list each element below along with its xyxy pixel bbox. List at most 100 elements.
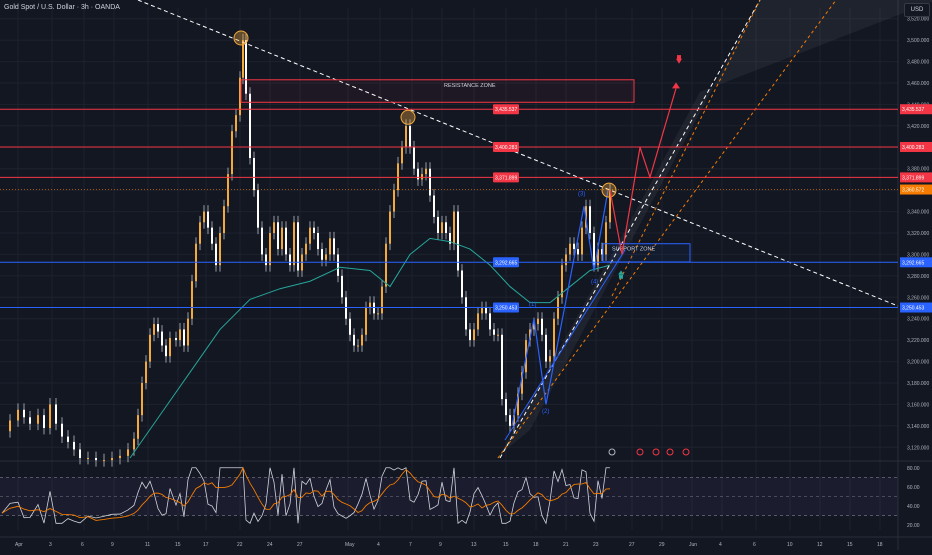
price-tick-label: 3,180.000 — [907, 381, 929, 387]
candle-body — [165, 345, 167, 357]
candle-body — [597, 249, 599, 266]
price-tick-label: 3,220.000 — [907, 338, 929, 344]
candle-body — [405, 125, 407, 148]
candle-body — [95, 458, 97, 461]
event-icon — [666, 448, 674, 456]
candle-body — [401, 147, 403, 164]
candle-body — [321, 249, 323, 260]
candle-body — [389, 211, 391, 244]
candle-body — [87, 458, 89, 459]
peak-marker — [601, 182, 617, 198]
time-tick-label: 17 — [203, 542, 209, 548]
rsi-line — [1, 467, 610, 525]
candle-body — [589, 206, 591, 233]
price-tick-label: 3,340.000 — [907, 210, 929, 216]
candle-body — [509, 415, 511, 426]
moving-average-line — [129, 237, 611, 459]
candle-body — [317, 233, 319, 250]
level-label: 3,371.899 — [495, 175, 517, 181]
wave-label: (4) — [591, 279, 598, 285]
candle-body — [103, 460, 105, 462]
price-tick-label: 3,240.000 — [907, 317, 929, 323]
descending-trendline — [137, 0, 899, 307]
price-tick-label: 3,260.000 — [907, 295, 929, 301]
candle-body — [413, 147, 415, 169]
price-tick-label: 3,200.000 — [907, 360, 929, 366]
candle-body — [529, 329, 531, 341]
candle-body — [293, 222, 295, 266]
candle-body — [517, 393, 519, 416]
price-tick-label: 3,120.000 — [907, 445, 929, 451]
candle-body — [207, 211, 209, 228]
time-tick-label: 12 — [817, 542, 823, 548]
candle-body — [353, 334, 355, 346]
up-arrow-icon — [618, 270, 624, 279]
price-tick-label: 3,500.000 — [907, 38, 929, 44]
time-tick-label: 15 — [847, 542, 853, 548]
symbol-title[interactable]: Gold Spot / U.S. Dollar · 3h · OANDA — [4, 4, 120, 11]
candle-body — [17, 409, 19, 421]
price-tick-label: 3,160.000 — [907, 402, 929, 408]
candle-body — [361, 334, 363, 346]
candle-body — [157, 324, 159, 332]
candle-body — [549, 356, 551, 362]
candle-body — [67, 436, 69, 442]
candle-body — [187, 318, 189, 346]
candle-body — [119, 455, 121, 458]
time-tick-label: 15 — [175, 542, 181, 548]
axis-price-tag-label: 3,371.899 — [902, 175, 924, 181]
price-tick-label: 3,420.000 — [907, 124, 929, 130]
candle-body — [153, 324, 155, 335]
axis-price-tag-label: 3,400.283 — [902, 145, 924, 151]
candle-body — [223, 206, 225, 233]
candle-body — [437, 216, 439, 233]
axis-price-tag-label: 3,435.537 — [902, 107, 924, 113]
candle-body — [433, 195, 435, 217]
candle-body — [191, 281, 193, 319]
time-tick-label: 6 — [753, 542, 756, 548]
currency-badge[interactable]: USD — [904, 3, 930, 17]
axis-price-tag — [900, 257, 932, 268]
candle-body — [537, 318, 539, 325]
axis-price-tag — [900, 104, 932, 115]
candle-body — [441, 222, 443, 233]
candle-body — [453, 211, 455, 244]
time-tick-label: 4 — [377, 542, 380, 548]
candle-body — [357, 345, 359, 347]
candle-body — [553, 318, 555, 357]
time-tick-label: 21 — [563, 542, 569, 548]
candle-body — [297, 222, 299, 271]
axis-price-tag-label: 3,292.665 — [902, 260, 924, 266]
price-tick-label: 3,140.000 — [907, 424, 929, 430]
candle-body — [409, 125, 411, 148]
candle-body — [169, 338, 171, 357]
candle-body — [161, 331, 163, 346]
candle-body — [569, 243, 571, 255]
peak-marker — [233, 30, 249, 46]
candle-body — [561, 265, 563, 298]
time-tick-label: 23 — [593, 542, 599, 548]
event-icon — [608, 448, 616, 456]
candle-body — [257, 190, 259, 228]
candle-body — [473, 329, 475, 341]
candle-body — [235, 115, 237, 132]
candle-body — [49, 404, 51, 428]
level-label-box — [493, 172, 519, 183]
time-tick-label: 3 — [49, 542, 52, 548]
candle-body — [605, 222, 607, 255]
level-label-box — [493, 302, 519, 313]
candle-body — [55, 404, 57, 424]
candle-body — [285, 227, 287, 255]
candle-body — [273, 222, 275, 233]
resistance-zone-label: RESISTANCE ZONE — [444, 83, 496, 89]
candle-body — [541, 318, 543, 335]
candle-body — [425, 168, 427, 175]
event-icon — [682, 448, 690, 456]
time-tick-label: May — [345, 542, 355, 548]
candle-body — [137, 415, 139, 439]
rsi-ma-line — [1, 466, 611, 521]
time-tick-label: 15 — [503, 542, 509, 548]
